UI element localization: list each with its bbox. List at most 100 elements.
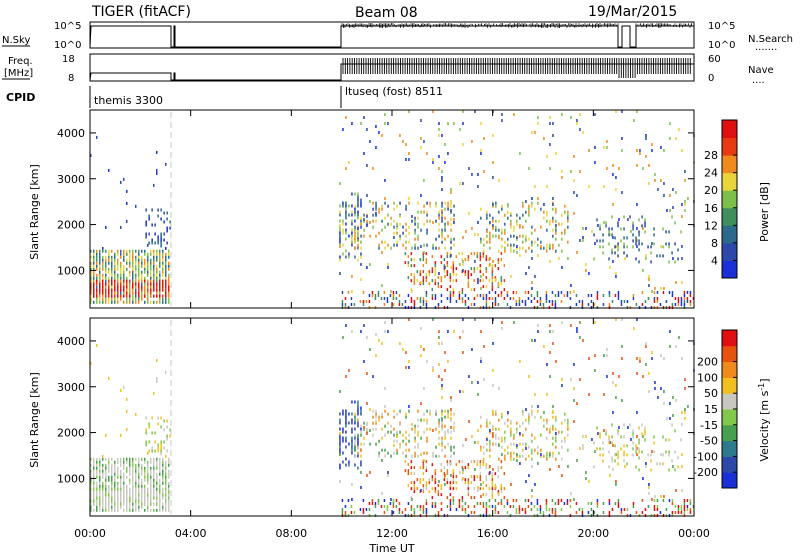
power-cell bbox=[126, 252, 128, 256]
velocity-cell bbox=[626, 444, 628, 448]
velocity-cell bbox=[440, 508, 443, 511]
velocity-cell bbox=[160, 416, 162, 420]
velocity-cell bbox=[138, 475, 140, 479]
velocity-cell bbox=[395, 499, 398, 502]
power-cell bbox=[123, 258, 125, 262]
velocity-cell bbox=[105, 499, 107, 503]
power-cell bbox=[423, 204, 425, 208]
velocity-cell bbox=[165, 469, 167, 473]
velocity-cell bbox=[479, 502, 482, 505]
power-cell bbox=[432, 161, 434, 164]
velocity-cell bbox=[644, 429, 646, 433]
velocity-cell bbox=[129, 481, 131, 485]
power-cell bbox=[423, 243, 425, 247]
power-cell bbox=[608, 291, 611, 294]
power-cell bbox=[147, 279, 149, 283]
power-cell bbox=[549, 167, 551, 170]
power-cell bbox=[492, 161, 494, 164]
power-cell bbox=[111, 258, 113, 262]
velocity-cell bbox=[126, 487, 128, 491]
velocity-cell bbox=[93, 460, 95, 464]
power-cell bbox=[480, 122, 482, 125]
velocity-cell bbox=[648, 483, 650, 486]
velocity-cell bbox=[96, 505, 98, 509]
power-cell bbox=[162, 288, 164, 292]
power-cell bbox=[671, 251, 673, 255]
power-cell bbox=[446, 270, 449, 274]
power-cell bbox=[444, 216, 446, 220]
power-cell bbox=[506, 294, 509, 297]
power-cell bbox=[452, 288, 455, 292]
power-cell bbox=[489, 257, 491, 260]
power-cell bbox=[653, 233, 655, 237]
power-cell bbox=[93, 252, 95, 256]
velocity-cell bbox=[429, 412, 431, 416]
power-cell bbox=[449, 294, 452, 297]
velocity-cell bbox=[459, 471, 461, 474]
power-cell bbox=[132, 249, 134, 253]
power-cell bbox=[620, 303, 623, 306]
velocity-cell bbox=[357, 403, 359, 407]
power-cell bbox=[566, 291, 569, 294]
power-cell bbox=[90, 279, 92, 283]
power-cell bbox=[485, 303, 488, 306]
power-cell bbox=[599, 245, 601, 249]
velocity-cell bbox=[426, 418, 428, 422]
velocity-heatmap bbox=[90, 318, 695, 517]
power-cell bbox=[419, 297, 422, 300]
velocity-cell bbox=[500, 490, 503, 494]
power-cell bbox=[558, 243, 560, 247]
velocity-cell bbox=[444, 369, 446, 372]
velocity-cell bbox=[410, 505, 413, 508]
power-cell bbox=[416, 279, 419, 283]
power-cell bbox=[410, 300, 413, 303]
power-cell bbox=[111, 255, 113, 259]
power-cell bbox=[603, 185, 605, 188]
power-cell bbox=[513, 113, 515, 116]
x-tick-label: 08:00 bbox=[275, 527, 307, 540]
velocity-cell bbox=[635, 511, 638, 514]
velocity-cell bbox=[351, 498, 353, 501]
power-cell bbox=[455, 267, 458, 271]
power-cell bbox=[506, 291, 509, 294]
power-cell bbox=[162, 294, 164, 298]
velocity-cell bbox=[528, 415, 530, 419]
velocity-cell bbox=[660, 354, 662, 357]
power-cell bbox=[126, 189, 128, 193]
power-cell bbox=[144, 264, 146, 268]
velocity-cell bbox=[477, 489, 479, 492]
velocity-cell bbox=[594, 321, 596, 324]
power-cell bbox=[525, 272, 527, 275]
velocity-cell bbox=[471, 348, 473, 351]
time-x-axis: 00:00 04:00 08:00 12:00 16:00 20:00 00:00 bbox=[74, 110, 710, 540]
velocity-cell bbox=[615, 483, 617, 486]
velocity-cell bbox=[545, 502, 548, 505]
power-cell bbox=[420, 137, 422, 140]
velocity-cell bbox=[623, 423, 625, 427]
power-cell bbox=[419, 300, 422, 303]
power-cell bbox=[105, 264, 107, 268]
velocity-cell bbox=[425, 460, 428, 464]
power-cell bbox=[120, 288, 122, 292]
velocity-cell bbox=[447, 409, 449, 413]
velocity-cell bbox=[120, 463, 122, 467]
velocity-cell bbox=[680, 508, 683, 511]
velocity-cell bbox=[674, 511, 677, 514]
velocity-cell bbox=[111, 487, 113, 491]
velocity-cell bbox=[674, 468, 676, 472]
velocity-cell bbox=[684, 411, 686, 414]
velocity-cell bbox=[540, 433, 542, 437]
power-cell bbox=[476, 252, 479, 256]
velocity-cell bbox=[99, 484, 101, 488]
velocity-cell bbox=[611, 435, 613, 439]
velocity-cell bbox=[339, 448, 341, 452]
velocity-cell bbox=[504, 436, 506, 440]
power-cell bbox=[153, 285, 155, 289]
power-cell bbox=[160, 232, 162, 236]
power-cell bbox=[129, 249, 131, 253]
power-cell bbox=[485, 300, 488, 303]
velocity-cell bbox=[446, 478, 449, 482]
velocity-cell bbox=[396, 412, 398, 416]
power-cell bbox=[132, 264, 134, 268]
